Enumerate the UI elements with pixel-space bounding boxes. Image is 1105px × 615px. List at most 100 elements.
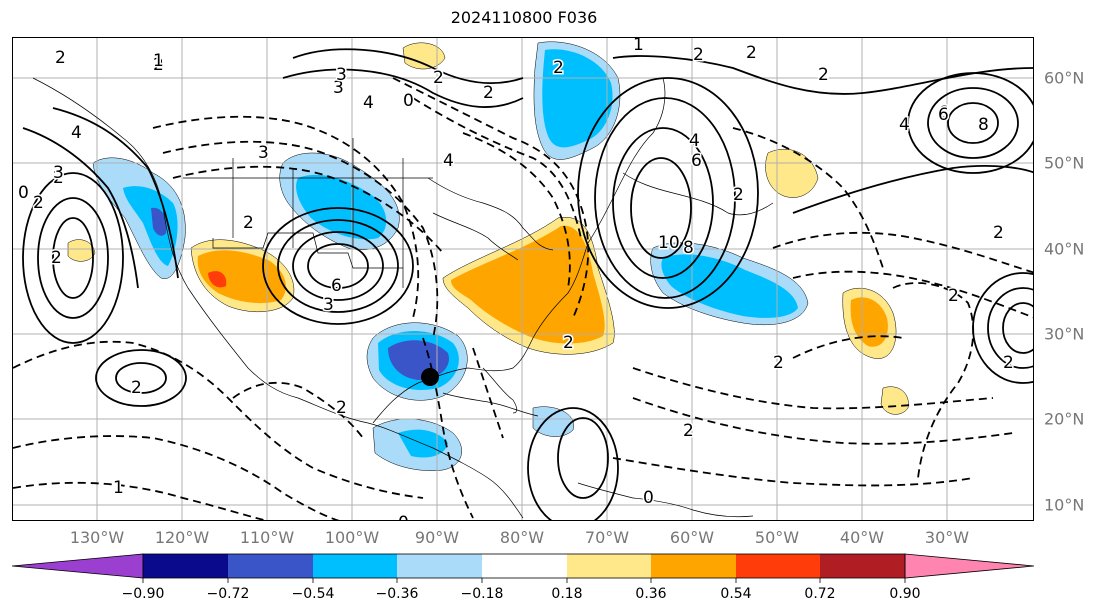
contour-label: 2 — [948, 286, 959, 306]
latitude-label: 60°N — [1044, 68, 1085, 88]
colorbar-bin — [651, 554, 736, 578]
storm-center-marker — [421, 368, 439, 386]
contour-label: 2 — [243, 213, 254, 233]
contour-label: 2 — [993, 223, 1004, 243]
shade-light-caribbean — [532, 406, 574, 437]
shading-layer — [67, 41, 909, 471]
contour-label: 2 — [733, 185, 744, 205]
longitude-label: 130°W — [69, 528, 125, 547]
contour-label: 0 — [643, 488, 654, 508]
contour-label: 8 — [978, 115, 989, 135]
longitude-label: 120°W — [154, 528, 210, 547]
contour-label: 3 — [336, 65, 347, 85]
contour-label: 2 — [433, 68, 444, 88]
contour-label: 8 — [683, 238, 694, 258]
colorbar-tick-label: 0.36 — [635, 586, 667, 602]
latitude-label: 40°N — [1044, 239, 1085, 259]
colorbar-tick-label: −0.18 — [460, 586, 504, 602]
contour-label: 6 — [691, 151, 702, 171]
contour-label: 3 — [258, 143, 269, 163]
contour-label: 1 — [153, 51, 164, 71]
colorbar-tick-label: −0.72 — [206, 586, 250, 602]
colorbar-tick-label: −0.36 — [375, 586, 419, 602]
contour-label: 0 — [18, 183, 29, 203]
colorbar-bin — [397, 554, 482, 578]
contour-label: 4 — [71, 123, 82, 143]
shade-yellow-hudson — [402, 42, 446, 70]
contour-label: 6 — [331, 276, 342, 296]
contour-label: 2 — [53, 168, 64, 188]
contour-label: 2 — [553, 58, 564, 78]
contour-label: 1 — [633, 38, 644, 55]
contour-label: 2 — [336, 398, 347, 418]
contour-label: 4 — [899, 115, 910, 135]
colorbar-tick-label: −0.54 — [291, 586, 335, 602]
contour-label: 2 — [563, 333, 574, 353]
latitude-label: 20°N — [1044, 409, 1085, 429]
longitude-label: 100°W — [324, 528, 380, 547]
contour-label: 4 — [689, 131, 700, 151]
shade-yellow-tropical-atl — [880, 386, 909, 415]
contour-label: 2 — [33, 193, 44, 213]
figure-title: 2024110800 F036 — [450, 8, 598, 27]
contour-label: 3 — [53, 163, 64, 183]
contour-label: 2 — [131, 378, 142, 398]
contour-label: 0 — [403, 91, 414, 111]
contour-label: 2 — [51, 248, 62, 268]
coastlines — [32, 77, 774, 519]
longitude-label: 90°W — [414, 528, 460, 547]
colorbar-tick-label: 0.18 — [551, 586, 583, 602]
contour-label: 4 — [363, 93, 374, 113]
colorbar-extend-high — [904, 553, 1035, 579]
contour-label: 6 — [938, 105, 949, 125]
contour-label: 10 — [658, 233, 680, 253]
shade-red-sw — [208, 271, 227, 288]
contour-label: 3 — [333, 78, 344, 98]
contour-label: 2 — [483, 83, 494, 103]
colorbar — [11, 553, 1035, 583]
longitude-label: 50°W — [754, 528, 800, 547]
map-svg: 2 2 2 1 2 2 3 0 2 4 3 2 4 3 4 2 0 2 6 3 … — [13, 38, 1033, 521]
contour-label: 2 — [746, 43, 757, 63]
graticule — [13, 38, 1033, 520]
contour-label: 1 — [113, 478, 124, 498]
colorbar-tick-label: 0.90 — [889, 586, 921, 602]
contour-label: 0 — [398, 513, 409, 521]
contour-label: 2 — [1003, 353, 1014, 373]
latitude-label: 10°N — [1044, 495, 1085, 515]
longitude-label: 80°W — [499, 528, 545, 547]
contour-label: 2 — [683, 421, 694, 441]
shade-yellow-east-pacific — [67, 239, 96, 262]
contours-negative — [13, 77, 1033, 520]
contours-positive — [22, 48, 1033, 520]
colorbar-bin — [820, 554, 905, 578]
shade-royal-pacific-nw — [151, 207, 167, 236]
longitude-label: 30°W — [924, 528, 970, 547]
contour-label-layer: 2 2 2 1 2 2 3 0 2 4 3 2 4 3 4 2 0 2 6 3 … — [17, 38, 1016, 521]
shade-orange-se — [451, 225, 605, 344]
shade-deepsky-atlantic — [661, 254, 798, 318]
colorbar-bin — [228, 554, 313, 578]
contour-label: 6 — [938, 103, 949, 123]
colorbar-bin — [313, 554, 397, 578]
contour-label: 2 — [773, 353, 784, 373]
colorbar-tick-label: 0.72 — [804, 586, 836, 602]
longitude-label: 60°W — [669, 528, 715, 547]
latitude-label: 30°N — [1044, 324, 1085, 344]
longitude-label: 40°W — [839, 528, 885, 547]
colorbar-bin — [482, 554, 567, 578]
contour-label: 2 — [55, 48, 66, 68]
colorbar-tick-label: 0.54 — [720, 586, 752, 602]
contour-label: 2 — [693, 45, 704, 65]
colorbar-bin — [567, 554, 651, 578]
contour-label: 4 — [443, 151, 454, 171]
shade-yellow-north-atlantic — [765, 148, 819, 198]
map-panel: 2 2 2 1 2 2 3 0 2 4 3 2 4 3 4 2 0 2 6 3 … — [12, 37, 1034, 521]
latitude-label: 50°N — [1044, 153, 1085, 173]
shade-deepsky-labrador — [542, 49, 613, 148]
colorbar-bin — [736, 554, 820, 578]
contour-label: 3 — [323, 295, 334, 315]
contour-label: 2 — [153, 55, 164, 75]
longitude-label: 110°W — [239, 528, 295, 547]
colorbar-tick-label: −0.90 — [121, 586, 165, 602]
